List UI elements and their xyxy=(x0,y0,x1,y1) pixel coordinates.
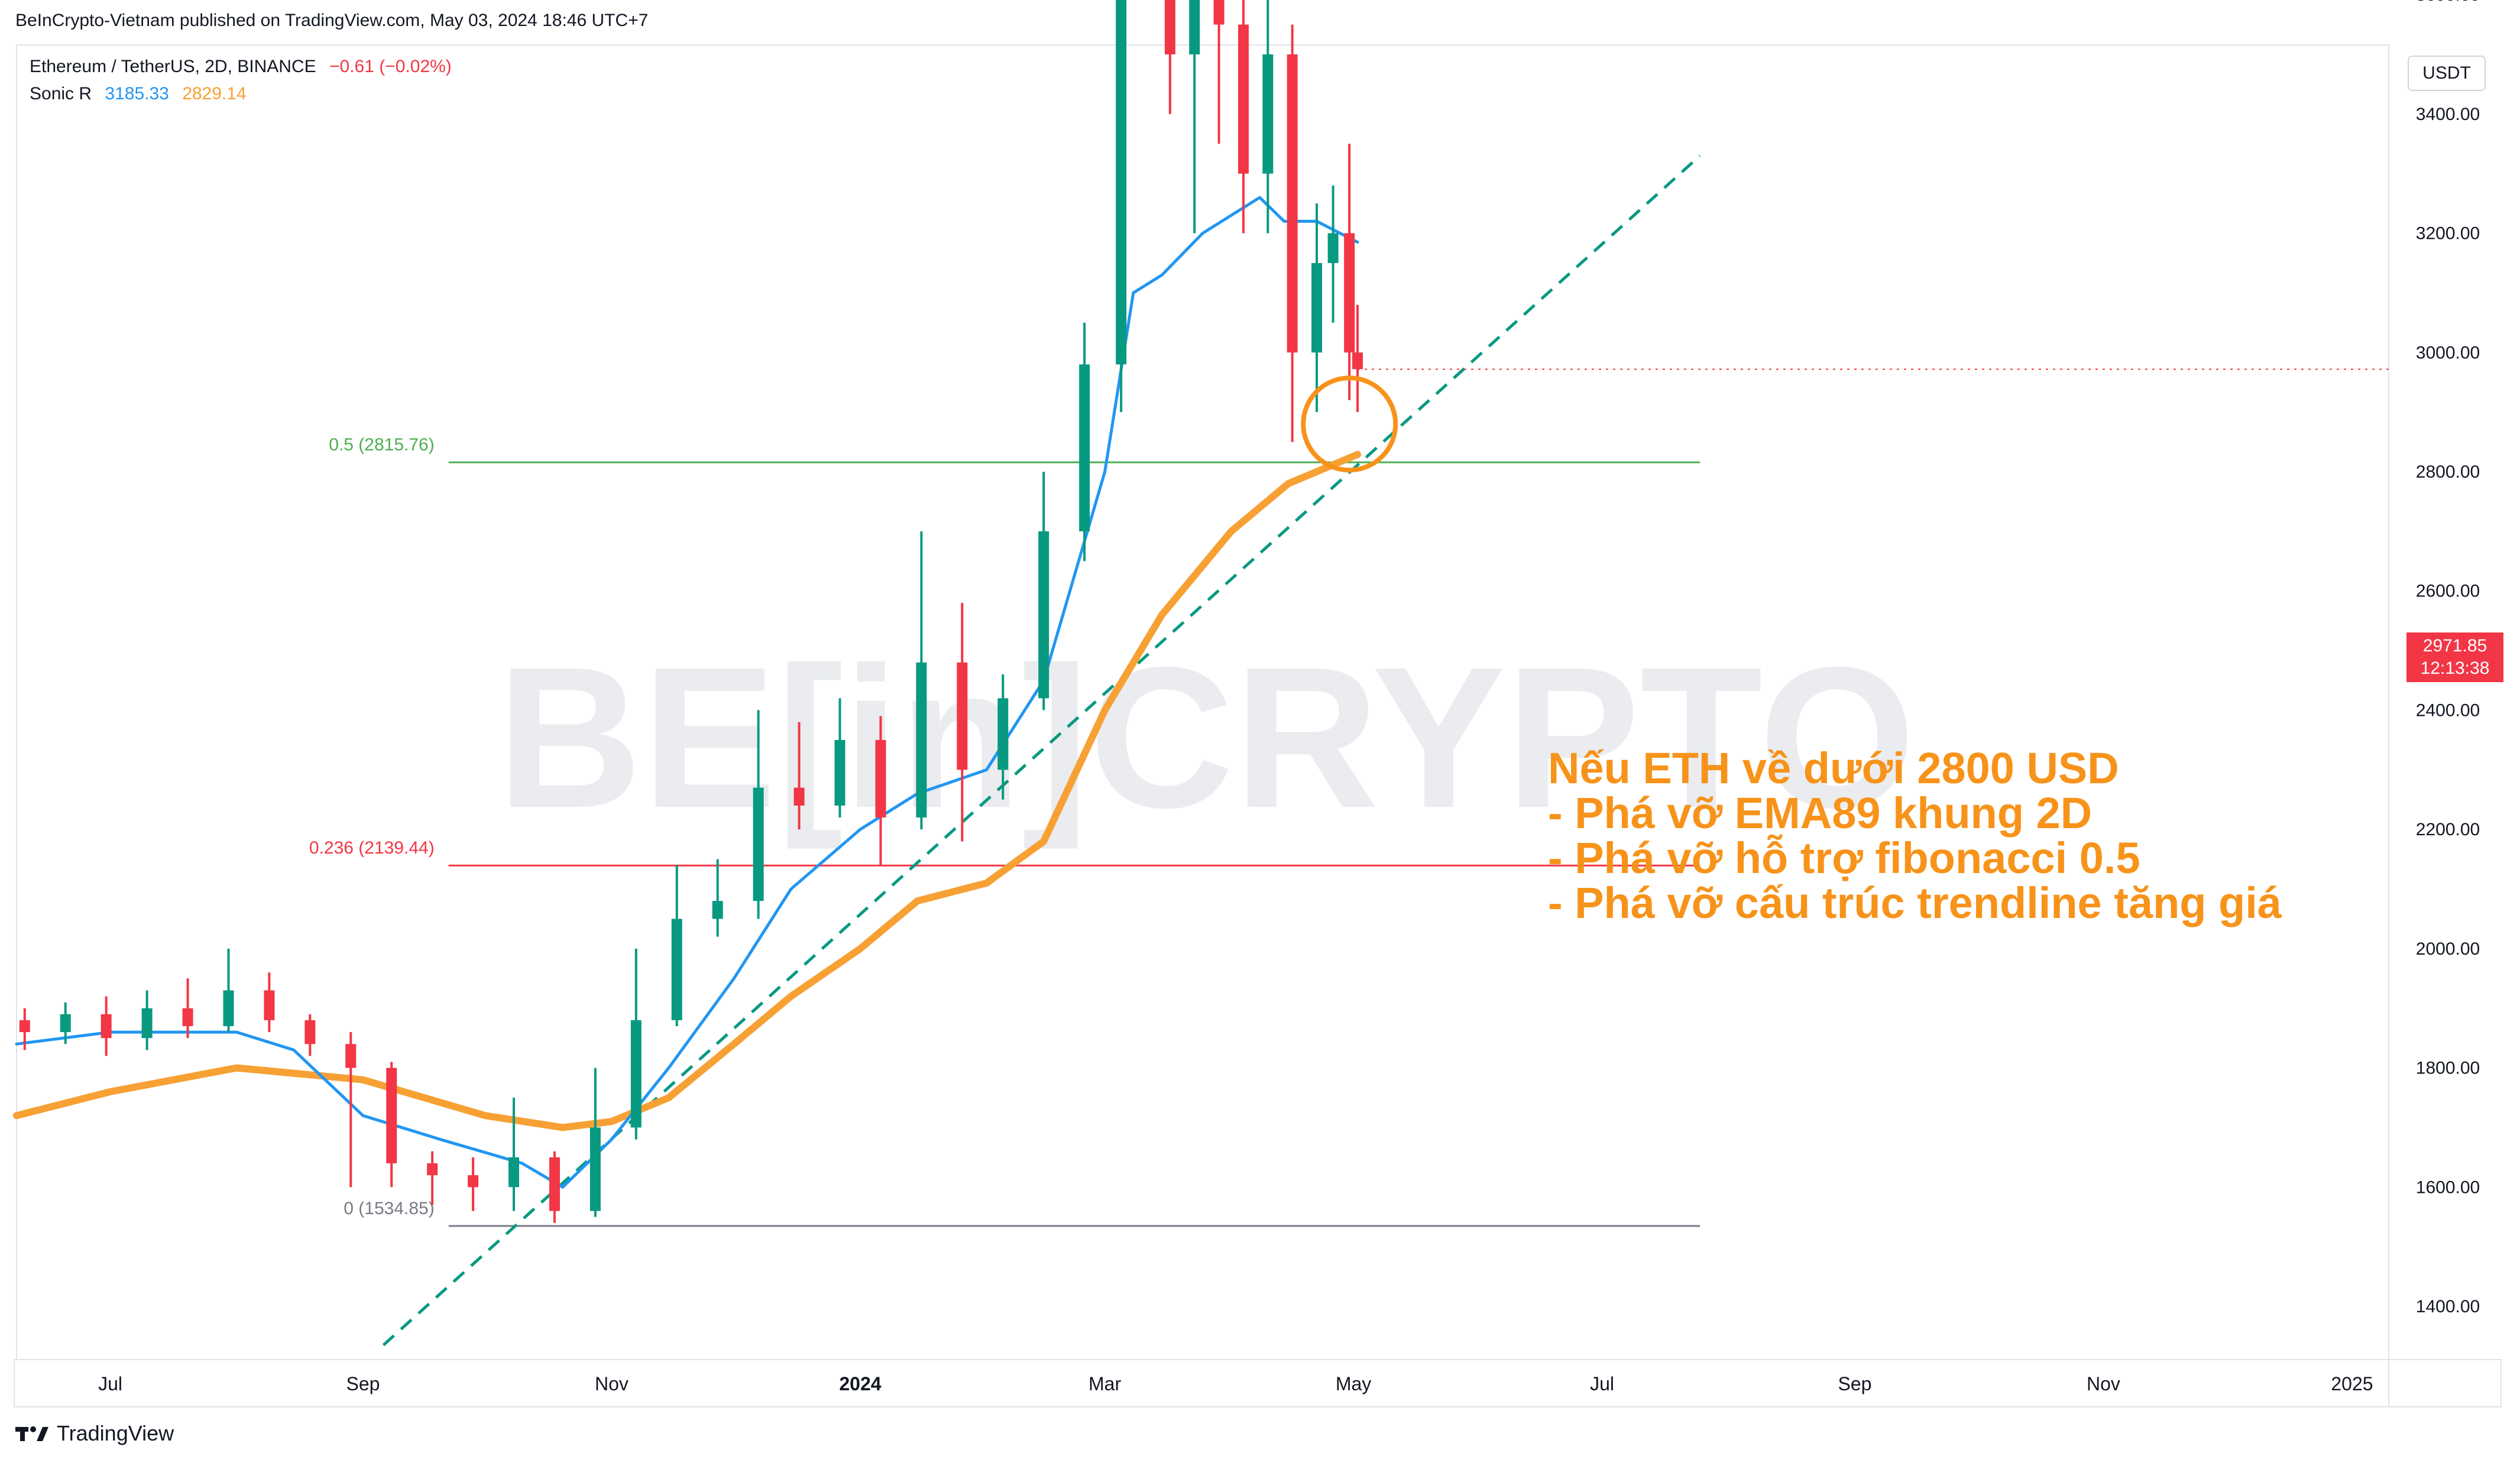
tradingview-brand: TradingView xyxy=(57,1421,174,1445)
y-tick-label: 2600.00 xyxy=(2416,582,2480,601)
indicator-name[interactable]: Sonic R xyxy=(30,84,92,103)
candle-body xyxy=(793,787,805,806)
candle-body xyxy=(1189,0,1200,54)
last-price-tag: 2971.85 12:13:38 xyxy=(2406,632,2503,682)
candle-body xyxy=(1213,0,1225,25)
x-tick-label: Mar xyxy=(1089,1373,1121,1394)
candle-body xyxy=(834,739,846,806)
support-highlight-circle xyxy=(1301,375,1398,473)
plot-frame xyxy=(16,44,2389,1360)
candle-body xyxy=(60,1014,71,1033)
candle-body xyxy=(630,1020,642,1128)
candle-body xyxy=(19,1020,30,1033)
time-axis-frame xyxy=(14,1359,2502,1407)
candle-body xyxy=(1352,352,1363,369)
candle-body xyxy=(1164,0,1175,54)
y-tick-label: 3400.00 xyxy=(2416,105,2480,124)
annotation-text: Nếu ETH về dưới 2800 USD - Phá vỡ EMA89 … xyxy=(1548,746,2282,926)
symbol-legend: Ethereum / TetherUS, 2D, BINANCE −0.61 (… xyxy=(30,57,452,77)
candle-body xyxy=(957,662,968,770)
candle-body xyxy=(1079,364,1090,531)
fib-level-label: 0.5 (2815.76) xyxy=(329,435,434,455)
y-tick-label: 1800.00 xyxy=(2416,1059,2480,1078)
candle-body xyxy=(345,1044,357,1068)
x-tick-label: May xyxy=(1336,1373,1371,1394)
candle-body xyxy=(1287,54,1298,353)
candle-body xyxy=(1344,233,1355,353)
candle-body xyxy=(264,990,275,1020)
candle-body xyxy=(182,1008,193,1026)
candle-body xyxy=(589,1127,601,1211)
candle-body xyxy=(1311,263,1323,353)
annotation-line: - Phá vỡ EMA89 khung 2D xyxy=(1548,789,2093,838)
x-tick-label: Sep xyxy=(346,1373,380,1394)
indicator-value-slow: 2829.14 xyxy=(182,84,247,103)
candle-body xyxy=(753,787,764,901)
candle-body xyxy=(1262,54,1274,174)
candle-body xyxy=(305,1020,316,1044)
y-tick-label: 3200.00 xyxy=(2416,224,2480,244)
candle-body xyxy=(223,990,234,1026)
candle-body xyxy=(386,1068,397,1163)
price-change: −0.61 (−0.02%) xyxy=(329,57,452,76)
annotation-line: Nếu ETH về dưới 2800 USD xyxy=(1548,744,2119,793)
tradingview-logo[interactable]: TradingView xyxy=(15,1421,174,1446)
candle-body xyxy=(427,1163,438,1176)
candle-body xyxy=(1038,531,1050,699)
candle-body xyxy=(468,1175,479,1188)
y-tick-label: 1600.00 xyxy=(2416,1177,2480,1197)
candle-body xyxy=(101,1014,112,1039)
y-tick-label: 2200.00 xyxy=(2416,820,2480,839)
bar-countdown: 12:13:38 xyxy=(2420,658,2490,678)
candle-body xyxy=(549,1157,560,1211)
candle-body xyxy=(712,901,723,919)
y-tick-label: 1400.00 xyxy=(2416,1297,2480,1316)
x-tick-label: Nov xyxy=(2087,1373,2120,1394)
fib-level-label: 0.236 (2139.44) xyxy=(309,838,435,858)
candle-body xyxy=(1327,233,1339,263)
indicator-value-fast: 3185.33 xyxy=(105,84,169,103)
x-tick-label: Jul xyxy=(98,1373,122,1394)
y-tick-label: 3600.00 xyxy=(2416,0,2480,5)
candle-body xyxy=(997,698,1009,770)
annotation-line: - Phá vỡ hỗ trợ fibonacci 0.5 xyxy=(1548,833,2140,883)
symbol-title[interactable]: Ethereum / TetherUS, 2D, BINANCE xyxy=(30,57,316,76)
candle-body xyxy=(1238,24,1249,174)
x-tick-label: Jul xyxy=(1590,1373,1614,1394)
last-price: 2971.85 xyxy=(2422,636,2487,656)
y-tick-label: 2400.00 xyxy=(2416,700,2480,720)
y-tick-label: 3000.00 xyxy=(2416,343,2480,362)
watermark-logo: BE[in]CRYPTO xyxy=(497,625,1916,851)
currency-button[interactable]: USDT xyxy=(2408,56,2486,91)
candle-body xyxy=(671,919,682,1020)
x-tick-label: 2025 xyxy=(2331,1373,2373,1394)
candle-body xyxy=(1116,0,1127,365)
x-tick-label: Nov xyxy=(595,1373,629,1394)
published-line: BeInCrypto-Vietnam published on TradingV… xyxy=(15,11,649,30)
x-tick-label: 2024 xyxy=(839,1373,881,1394)
tradingview-icon xyxy=(15,1426,48,1441)
annotation-line: - Phá vỡ cấu trúc trendline tăng giá xyxy=(1548,878,2282,927)
fib-level-label: 0 (1534.85) xyxy=(344,1199,434,1218)
candle-body xyxy=(916,662,927,818)
indicator-legend: Sonic R 3185.33 2829.14 xyxy=(30,84,247,104)
candle-body xyxy=(508,1157,520,1188)
candle-body xyxy=(875,739,886,818)
ema-slow-line xyxy=(13,450,1361,1131)
y-tick-label: 2000.00 xyxy=(2416,939,2480,959)
x-tick-label: Sep xyxy=(1838,1373,1871,1394)
candle-body xyxy=(141,1008,153,1039)
y-tick-label: 2800.00 xyxy=(2416,462,2480,482)
